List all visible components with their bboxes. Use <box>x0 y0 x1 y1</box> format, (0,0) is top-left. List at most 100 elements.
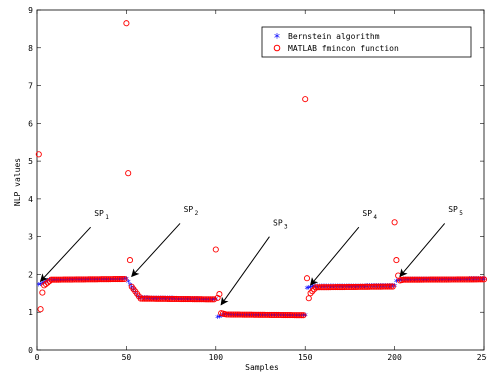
bernstein-point: * <box>151 294 156 305</box>
bernstein-point: * <box>460 275 465 286</box>
fmincon-point <box>387 283 395 290</box>
setpoint-label: SP <box>362 209 372 218</box>
bernstein-point: * <box>442 275 447 286</box>
bernstein-point: * <box>153 294 158 305</box>
fmincon-point <box>207 296 214 303</box>
bernstein-point: * <box>142 294 147 305</box>
axes: 0 50 100 150 200 250 0 1 2 3 4 5 6 7 8 9 <box>28 6 487 362</box>
bernstein-point: * <box>446 275 451 286</box>
bernstein-point: * <box>313 283 318 294</box>
bernstein-point: * <box>374 282 379 293</box>
x-tick-label: 150 <box>298 353 313 362</box>
bernstein-point: * <box>383 282 388 293</box>
bernstein-point: * <box>437 275 442 286</box>
bernstein-point: * <box>403 276 408 287</box>
setpoint-annotation-2: SP 2 <box>131 205 199 278</box>
setpoint-annotation-3: SP 3 <box>220 218 288 306</box>
bernstein-point: * <box>424 275 429 286</box>
setpoint-label-subscript: 1 <box>105 214 109 221</box>
bernstein-point: * <box>165 295 170 306</box>
fmincon-point <box>479 276 486 283</box>
bernstein-point: * <box>381 282 386 293</box>
bernstein-point: * <box>217 313 222 324</box>
legend-marker-fmincon <box>273 44 281 52</box>
bernstein-point: * <box>474 275 479 286</box>
setpoint-arrow <box>399 223 446 278</box>
bernstein-point: * <box>428 275 433 286</box>
setpoint-label-subscript: 3 <box>284 223 288 230</box>
bernstein-point: * <box>215 313 220 324</box>
bernstein-point: * <box>337 282 342 293</box>
bernstein-point: * <box>421 275 426 286</box>
bernstein-point: * <box>220 312 225 323</box>
fmincon-outlier-point <box>126 257 134 264</box>
bernstein-point: * <box>408 276 413 287</box>
bernstein-point: * <box>40 279 45 290</box>
bernstein-point: * <box>419 275 424 286</box>
setpoint-annotation-5: SP 5 <box>399 205 463 278</box>
y-tick-label: 3 <box>28 233 33 242</box>
bernstein-point: * <box>453 275 458 286</box>
bernstein-point: * <box>338 282 343 293</box>
legend: * Bernstein algorithm MATLAB fmincon fun… <box>261 26 472 58</box>
x-tick-label: 250 <box>477 353 487 362</box>
legend-box <box>261 26 472 58</box>
fmincon-point <box>117 275 125 283</box>
bernstein-point: * <box>317 283 322 294</box>
bernstein-point: * <box>376 282 381 293</box>
bernstein-point: * <box>414 275 419 286</box>
bernstein-point: * <box>448 275 453 286</box>
bernstein-point: * <box>363 282 368 293</box>
y-tick-label: 1 <box>28 308 33 317</box>
fmincon-point <box>119 275 126 283</box>
bernstein-point: * <box>306 284 311 295</box>
bernstein-point: * <box>36 281 41 292</box>
bernstein-point: * <box>340 282 345 293</box>
bernstein-point: * <box>369 282 374 293</box>
bernstein-point: * <box>435 275 440 286</box>
bernstein-point: * <box>326 283 331 294</box>
setpoint-label: SP <box>94 209 104 218</box>
bernstein-point: * <box>387 282 392 293</box>
bernstein-point: * <box>458 275 463 286</box>
bernstein-point: * <box>433 275 438 286</box>
legend-label-fmincon: MATLAB fmincon function <box>288 44 399 53</box>
bernstein-point: * <box>158 294 163 305</box>
y-tick-label: 6 <box>28 119 33 128</box>
bernstein-point: * <box>127 281 132 292</box>
bernstein-point: * <box>449 275 454 286</box>
bernstein-point: * <box>174 295 179 306</box>
y-axis-title: NLP values <box>13 158 22 206</box>
bernstein-point: * <box>385 282 390 293</box>
bernstein-point: * <box>390 282 395 293</box>
fmincon-outlier-point <box>305 295 312 302</box>
bernstein-point: * <box>394 277 399 288</box>
bernstein-point: * <box>167 295 172 306</box>
bernstein-point: * <box>342 282 347 293</box>
bernstein-point: * <box>465 275 470 286</box>
fmincon-outlier-point <box>216 291 223 298</box>
bernstein-point: * <box>444 275 449 286</box>
bernstein-point: * <box>480 275 485 286</box>
bernstein-point: * <box>389 282 394 293</box>
bernstein-point: * <box>469 275 474 286</box>
bernstein-point: * <box>440 275 445 286</box>
bernstein-point: * <box>147 294 152 305</box>
fmincon-point <box>477 276 484 283</box>
legend-label-bernstein: Bernstein algorithm <box>288 32 380 41</box>
bernstein-point: * <box>392 282 397 293</box>
bernstein-point: * <box>349 282 354 293</box>
bernstein-point: * <box>138 294 143 305</box>
bernstein-point: * <box>378 282 383 293</box>
setpoint-label: SP <box>448 205 458 214</box>
bernstein-point: * <box>439 275 444 286</box>
bernstein-point: * <box>331 283 336 294</box>
y-tick-label: 4 <box>28 195 33 204</box>
bernstein-point: * <box>426 275 431 286</box>
setpoint-arrow <box>39 226 92 282</box>
bernstein-point: * <box>471 275 476 286</box>
bernstein-point: * <box>126 278 131 289</box>
bernstein-point: * <box>401 276 406 287</box>
bernstein-point: * <box>431 275 436 286</box>
